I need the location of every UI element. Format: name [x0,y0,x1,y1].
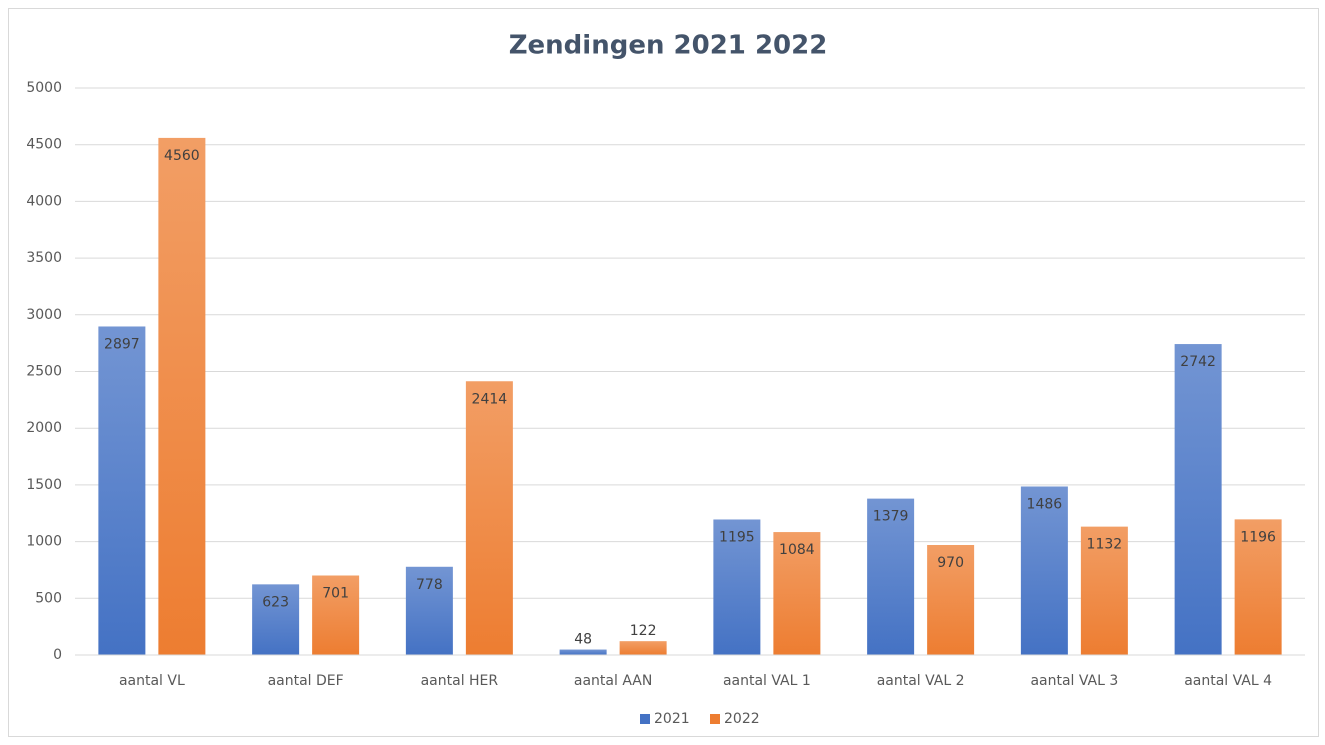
bar [312,575,360,655]
y-tick-label: 0 [53,647,62,663]
bar [927,545,975,655]
data-label: 701 [322,586,349,602]
x-tick-label: aantal VAL 2 [877,673,965,689]
data-label: 48 [574,632,592,648]
data-label: 778 [416,577,443,593]
y-tick-label: 500 [35,590,62,606]
bar [98,326,146,655]
bar [867,498,915,655]
x-tick-label: aantal DEF [268,673,344,689]
bar [158,137,206,655]
y-tick-label: 5000 [26,80,62,96]
y-tick-label: 3500 [26,250,62,266]
data-label: 623 [262,594,289,610]
bar [559,649,607,655]
x-tick-label: aantal VAL 1 [723,673,811,689]
bar [1174,344,1222,655]
chart-title: Zendingen 2021 2022 [509,31,828,61]
bar [1080,526,1128,655]
data-label: 1379 [873,509,909,525]
bar [405,566,453,655]
data-label: 1084 [779,542,815,558]
bar [619,641,667,655]
y-tick-label: 2500 [26,364,62,380]
data-label: 2742 [1180,354,1216,370]
y-tick-label: 2000 [26,420,62,436]
x-tick-label: aantal VAL 4 [1184,673,1272,689]
legend-label: 2022 [724,711,760,727]
data-label: 1486 [1027,496,1063,512]
y-tick-label: 3000 [26,307,62,323]
data-label: 1196 [1240,529,1276,545]
y-tick-label: 4500 [26,137,62,153]
data-label: 970 [937,555,964,571]
bar [713,519,761,655]
y-tick-label: 4000 [26,193,62,209]
y-tick-label: 1500 [26,477,62,493]
legend-swatch [710,714,720,724]
x-tick-label: aantal VL [119,673,185,689]
x-tick-label: aantal VAL 3 [1030,673,1118,689]
x-tick-label: aantal AAN [574,673,652,689]
data-label: 1195 [719,529,755,545]
x-tick-label: aantal HER [421,673,499,689]
bar [465,381,513,655]
y-tick-label: 1000 [26,534,62,550]
data-label: 2897 [104,336,140,352]
legend-swatch [640,714,650,724]
legend-label: 2021 [654,711,690,727]
bar [1020,486,1068,655]
bar [1234,519,1282,655]
bar [252,584,300,655]
data-label: 4560 [164,148,200,164]
data-label: 2414 [472,391,508,407]
data-label: 1132 [1087,537,1123,553]
data-label: 122 [630,623,657,639]
bar [773,532,821,655]
